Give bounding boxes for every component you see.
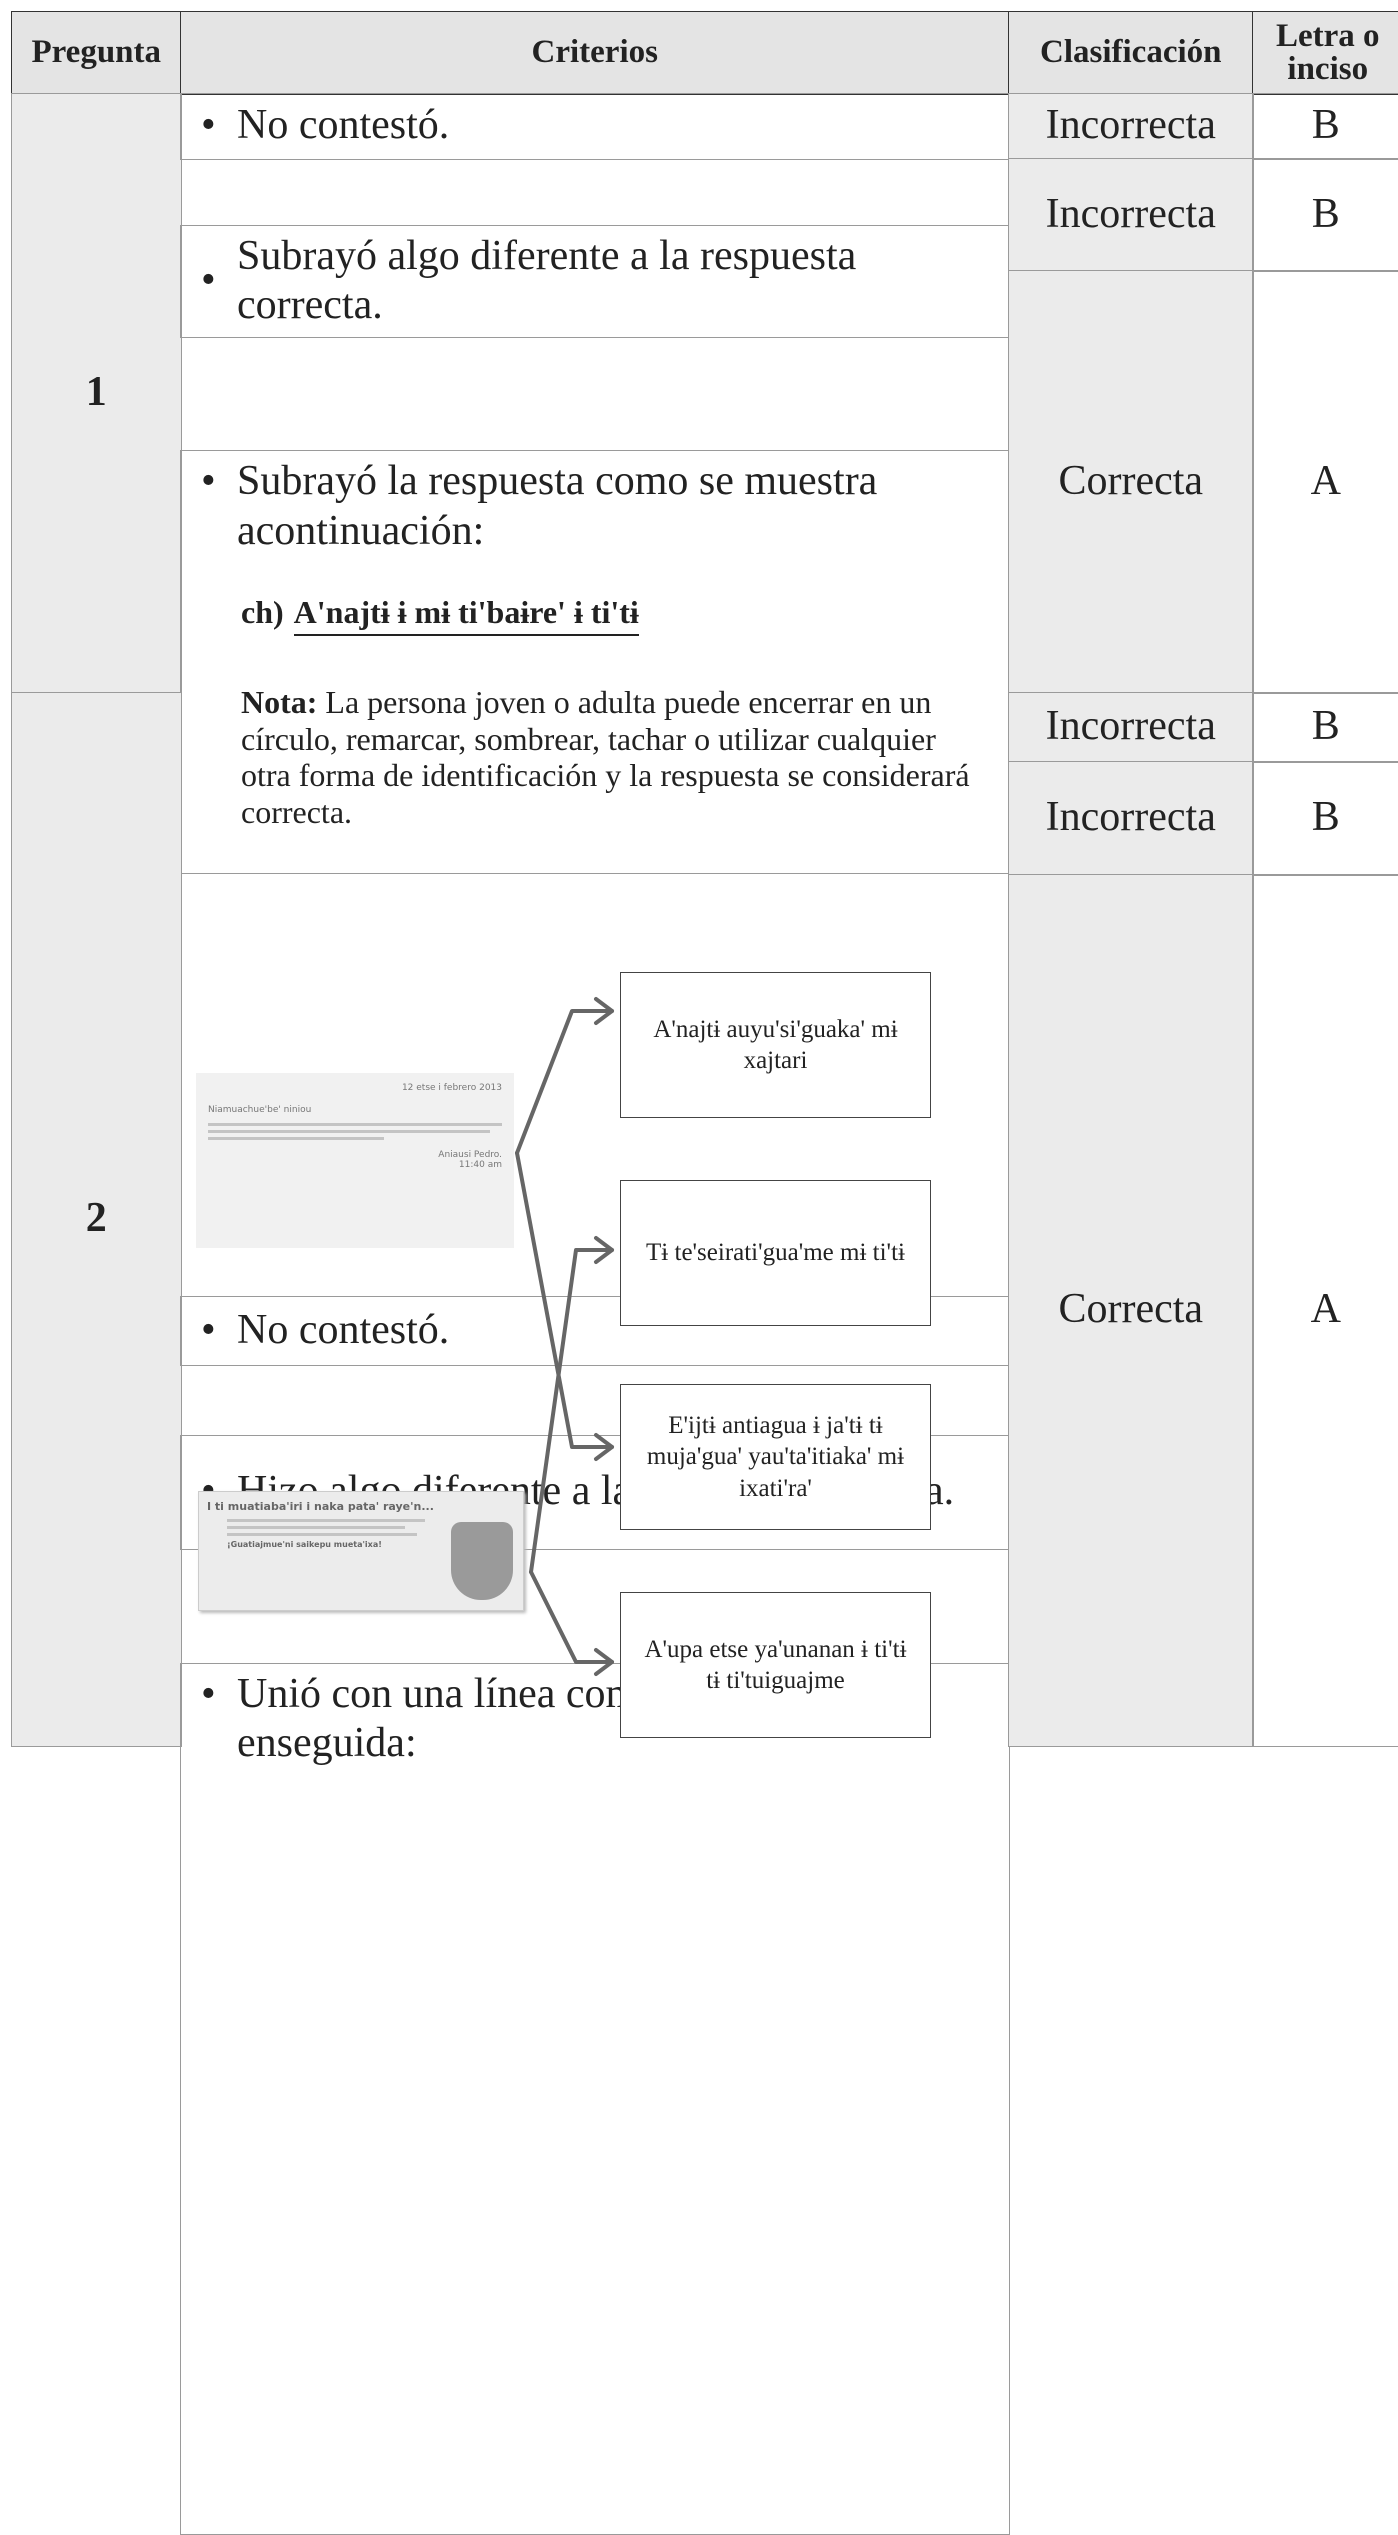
letra: B [1312,101,1344,151]
clasificacion-cell: Incorrecta [1008,93,1254,160]
clasificacion: Incorrecta [1046,190,1216,240]
pregunta-cell: 2 [11,692,182,1747]
header-text: Criterios [532,36,658,69]
letra: A [1311,1285,1345,1335]
clasificacion-cell: Incorrecta [1008,692,1254,763]
connector [517,1011,612,1153]
letter-time: 11:40 am [208,1160,502,1170]
answer-text: Tɨ te'seirati'gua'me mɨ ti'tɨ [646,1237,905,1268]
poster-image [451,1522,513,1600]
clasificacion: Incorrecta [1046,702,1216,752]
note: Nota:La persona joven o adulta puede enc… [241,684,989,831]
pregunta-number: 2 [86,1194,107,1244]
bullet: • [201,1306,216,1356]
clasificacion: Correcta [1058,1285,1203,1335]
letra: B [1312,793,1344,843]
pregunta-number: 1 [86,368,107,418]
letter-body [208,1123,502,1140]
criterio-text: Subrayó la respuesta como se muestra aco… [237,457,989,556]
arrow-head [596,1238,612,1262]
pregunta-cell: 1 [11,93,182,694]
example: ch)A'najtɨ ɨ mɨ ti'baɨre' ɨ ti'tɨ [241,594,989,632]
criterio-block: No contestó. [237,1306,449,1356]
bullet: • [201,1670,216,1720]
letra: A [1311,457,1345,507]
criterio-text: No contestó. [237,1306,449,1356]
clasificacion-cell: Incorrecta [1008,158,1254,272]
text-line [227,1519,425,1522]
letra: B [1312,702,1344,752]
header-cell: Letra o inciso [1252,11,1398,95]
letter-signature: Aniausi Pedro. [208,1150,502,1160]
note-text: La persona joven o adulta puede encerrar… [241,684,970,830]
header-cell: Clasificación [1008,11,1254,95]
letra-cell: B [1252,158,1398,272]
criterio-cell: • Subrayó la respuesta como se muestra ac… [180,450,1010,874]
answer-text: A'najtɨ auyu'si'guaka' mɨ xajtari [635,1014,916,1077]
poster-body [227,1519,425,1536]
criterio-cell: •Unió con una línea como se muestra ense… [180,1663,1010,2535]
poster-title: I ti muatiaba'iri i naka pata' raye'n... [207,1500,515,1513]
letter-greeting: Niamuachue'be' niniou [208,1105,502,1115]
answer-text: A'upa etse ya'unanan ɨ ti'tɨ tɨ ti'tuigu… [635,1634,916,1697]
note-label: Nota: [241,684,317,720]
header-cell: Criterios [180,11,1010,95]
header-text: Letra o inciso [1268,20,1388,86]
answer-box: E'ijtɨ antiagua ɨ ja'tɨ tɨ muja'gua' yau… [620,1384,931,1530]
letra-cell: A [1252,874,1398,1747]
answer-box: Tɨ te'seirati'gua'me mɨ ti'tɨ [620,1180,931,1326]
text-line [208,1137,384,1140]
header-text: Pregunta [31,36,161,69]
header-text: Clasificación [1040,36,1221,69]
criterio-block: Subrayó la respuesta como se muestra aco… [237,451,989,831]
text-line [227,1526,405,1529]
letra-cell: B [1252,761,1398,876]
criterio-cell: • No contestó. [180,93,1010,160]
letra: B [1312,190,1344,240]
bullet: • [201,256,216,306]
clasificacion-cell: Correcta [1008,874,1254,1747]
clasificacion: Incorrecta [1046,101,1216,151]
answer-box: A'upa etse ya'unanan ɨ ti'tɨ tɨ ti'tuigu… [620,1592,931,1738]
poster-thumbnail: I ti muatiaba'iri i naka pata' raye'n...… [198,1491,524,1611]
example-label: ch) [241,594,284,630]
bullet: • [201,101,216,151]
clasificacion-cell: Correcta [1008,270,1254,694]
bullet: • [201,457,216,507]
arrow-head [596,999,612,1023]
criterio-text: Subrayó algo diferente a la respuesta co… [237,232,989,331]
header-cell: Pregunta [11,11,182,95]
criterio-text: No contestó. [237,101,449,151]
answer-box: A'najtɨ auyu'si'guaka' mɨ xajtari [620,972,931,1118]
criterio-cell: • Subrayó algo diferente a la respuesta c… [180,225,1010,339]
example-answer: A'najtɨ ɨ mɨ ti'baɨre' ɨ ti'tɨ [294,594,639,636]
letter-date: 12 etse i febrero 2013 [208,1083,502,1093]
answer-text: E'ijtɨ antiagua ɨ ja'tɨ tɨ muja'gua' yau… [635,1410,916,1504]
connector [531,1572,612,1662]
letter-thumbnail: 12 etse i febrero 2013 Niamuachue'be' nin… [196,1073,514,1248]
text-line [227,1533,417,1536]
letra-cell: A [1252,270,1398,694]
clasificacion: Incorrecta [1046,793,1216,843]
clasificacion: Correcta [1058,457,1203,507]
text-line [208,1130,490,1133]
letra-cell: B [1252,93,1398,160]
criterio-block: No contestó. [237,101,449,151]
letra-cell: B [1252,692,1398,763]
criterio-block: Subrayó algo diferente a la respuesta co… [237,232,989,331]
text-line [208,1123,502,1126]
clasificacion-cell: Incorrecta [1008,761,1254,876]
page: Pregunta Criterios Clasificación Letra o in… [0,0,1398,1742]
